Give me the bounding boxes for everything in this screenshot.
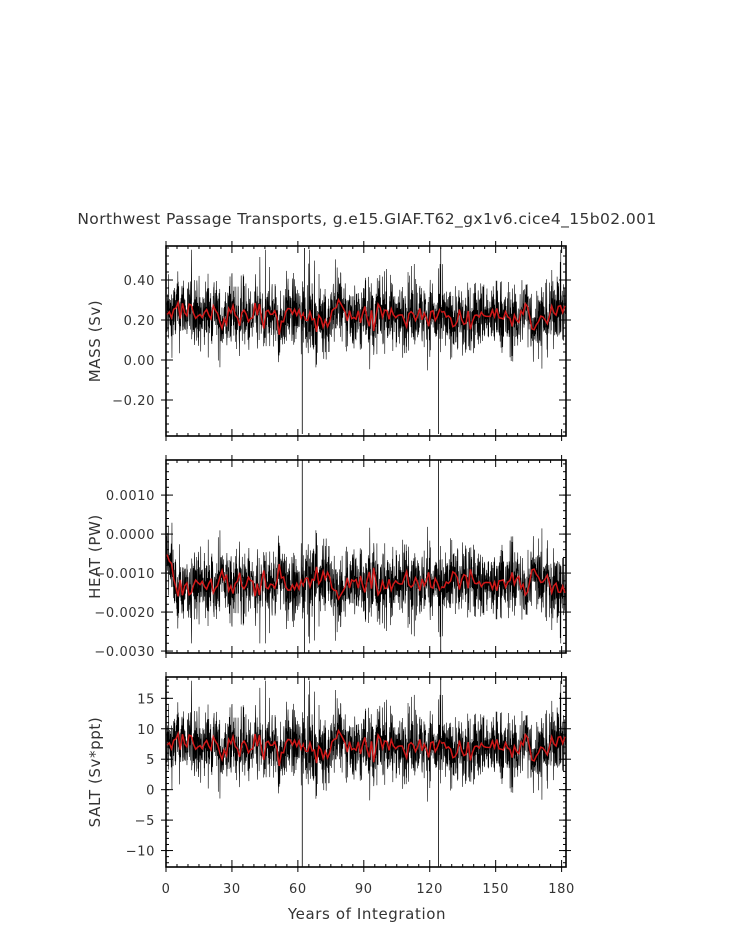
y-tick-label: 10: [137, 723, 155, 738]
panel-mass-frame: [165, 245, 567, 437]
panel-salt-frame: [165, 676, 567, 868]
mass-y-axis-label: MASS (Sv): [86, 300, 104, 383]
chart-title: Northwest Passage Transports, g.e15.GIAF…: [77, 210, 656, 229]
heat-y-tick-labels: −0.0030 −0.0020 −0.0010 0.0000 0.0010: [94, 489, 155, 660]
x-axis-label: Years of Integration: [287, 905, 446, 923]
y-tick-label: 0.0010: [106, 489, 155, 504]
y-tick-label: 0.00: [124, 354, 155, 369]
y-tick-label: 0.20: [124, 314, 155, 329]
salt-y-axis-label: SALT (Sv*ppt): [86, 717, 104, 828]
y-tick-label: −0.20: [112, 394, 155, 409]
y-tick-label: −10: [126, 845, 155, 860]
x-tick-label: 180: [548, 882, 575, 897]
salt-annual-series: [166, 728, 566, 767]
heat-y-axis-label: HEAT (PW): [86, 514, 104, 599]
x-tick-label: 120: [416, 882, 443, 897]
panel-heat-frame: [165, 459, 567, 654]
x-tick-label: 60: [289, 882, 307, 897]
x-tick-label: 150: [482, 882, 509, 897]
y-tick-label: 0.40: [124, 274, 155, 289]
mass-spikes: [301, 248, 442, 434]
y-tick-label: −0.0030: [94, 645, 155, 660]
salt-spikes: [301, 677, 442, 867]
panel-heat: −0.0030 −0.0020 −0.0010 0.0000 0.0010 HEAT (…: [86, 455, 571, 660]
panel-salt: −10 −5 0 5 10 15 SALT (Sv*ppt): [86, 672, 571, 872]
panel-mass: −0.20 0.00 0.20 0.40 MASS (Sv): [86, 241, 571, 441]
mass-y-tick-labels: −0.20 0.00 0.20 0.40: [112, 274, 155, 409]
y-tick-label: −0.0020: [94, 606, 155, 621]
x-tick-label: 30: [223, 882, 241, 897]
x-tick-labels: 0 30 60 90 120 150 180: [162, 882, 575, 897]
x-tick-label: 90: [355, 882, 373, 897]
y-tick-label: −5: [135, 814, 155, 829]
y-tick-label: 0.0000: [106, 528, 155, 543]
heat-annual-series: [166, 554, 566, 601]
y-tick-label: 15: [137, 692, 155, 707]
x-tick-label: 0: [162, 882, 171, 897]
mass-annual-series: [166, 297, 566, 335]
y-tick-label: 0: [146, 784, 155, 799]
y-tick-label: −0.0010: [94, 567, 155, 582]
y-tick-label: 5: [146, 753, 155, 768]
heat-spikes: [301, 460, 442, 653]
salt-y-tick-labels: −10 −5 0 5 10 15: [126, 692, 155, 859]
